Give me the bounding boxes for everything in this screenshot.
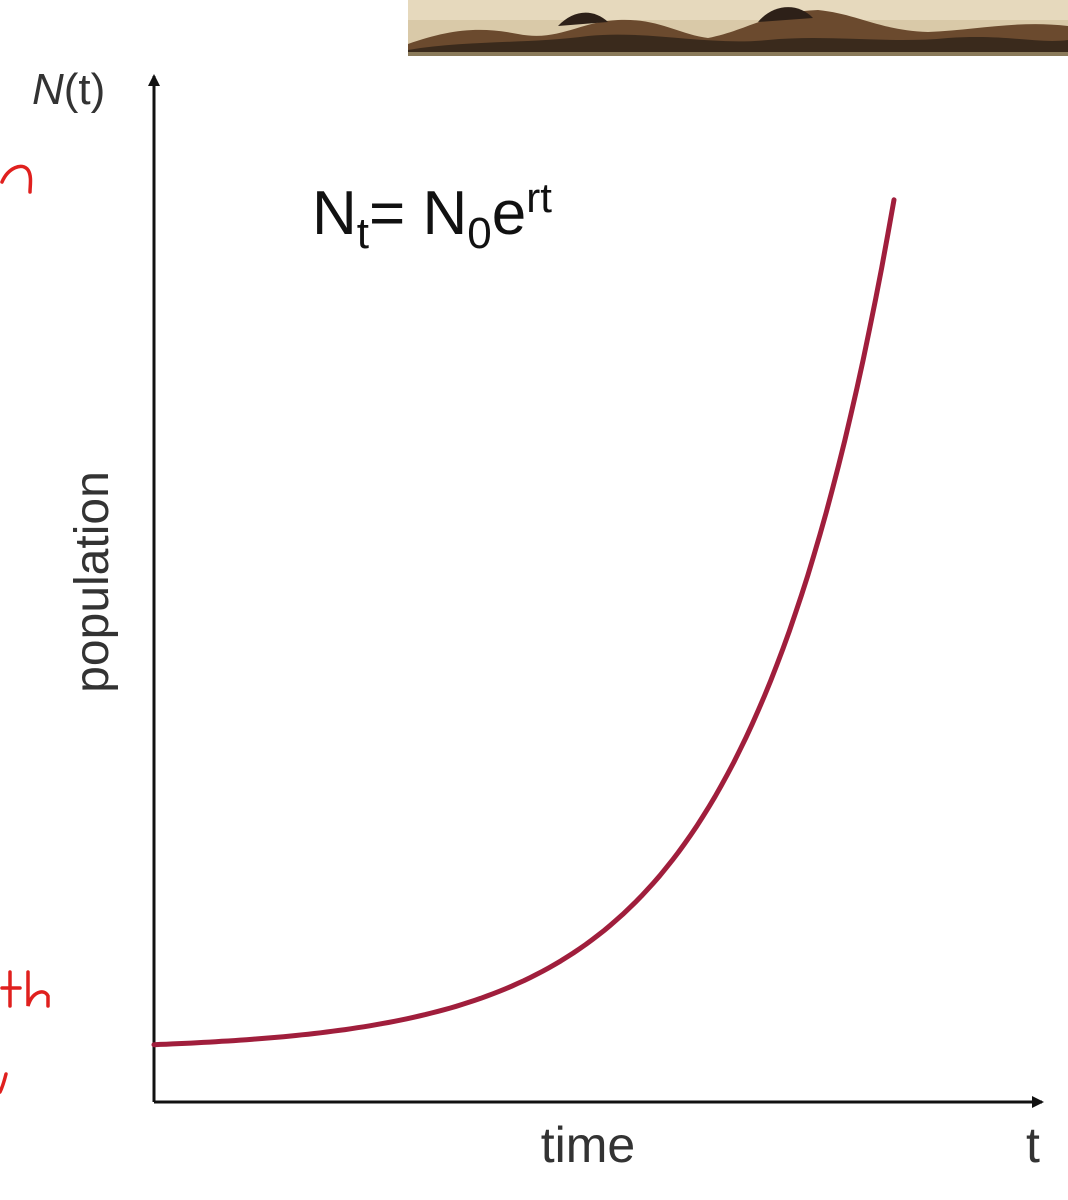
painting-fragment	[408, 0, 1068, 56]
formula-exp-base: e	[492, 179, 526, 248]
formula-equals: =	[369, 179, 422, 248]
y-axis-label: population	[66, 471, 119, 693]
x-axis-symbol: t	[1026, 1117, 1040, 1173]
formula-rhs: N	[422, 179, 467, 248]
x-axis-label: time	[541, 1117, 635, 1173]
margin-annotation-top	[0, 164, 33, 194]
series-line	[151, 197, 897, 1048]
margin-annotations	[0, 164, 50, 1094]
formula-rhs-sub: 0	[467, 209, 491, 258]
y-axis-symbol-paren: (t)	[64, 65, 106, 114]
formula: Nt= N0ert	[312, 174, 552, 258]
y-axis-symbol-name: N	[32, 65, 64, 114]
y-axis-symbol: N(t)	[32, 65, 105, 114]
margin-annotation-middle	[0, 970, 50, 1008]
formula-base-sub: t	[357, 209, 369, 258]
formula-base: N	[312, 179, 357, 248]
formula-exp: rt	[526, 174, 552, 221]
margin-annotation-bottom	[0, 1072, 8, 1094]
